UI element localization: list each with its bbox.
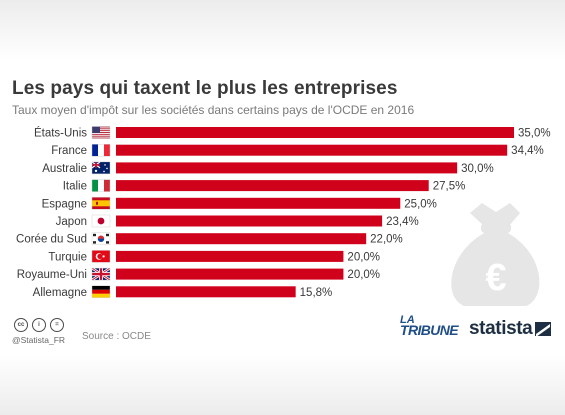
- bar: [116, 268, 344, 280]
- bar-row-9: Allemagne 15,8%: [33, 285, 333, 299]
- bar: [116, 233, 367, 245]
- bar: [116, 215, 383, 227]
- nd-icon: =: [50, 318, 64, 332]
- bar-row-5: Japon 23,4%: [56, 214, 419, 228]
- bar-row-7: Turquie 20,0%: [48, 250, 380, 263]
- bar: [116, 162, 458, 174]
- au-flag-icon: [91, 161, 111, 175]
- gb-flag-icon: [91, 267, 111, 281]
- svg-text:€: €: [485, 257, 506, 299]
- value-label: 20,0%: [347, 269, 380, 281]
- bar: [116, 127, 514, 138]
- bar-row-0: États-Unis 35,0%: [34, 126, 551, 140]
- value-label: 30,0%: [461, 163, 494, 175]
- bar: [116, 180, 429, 192]
- de-flag-icon: [91, 285, 111, 298]
- cc-icon: cc: [14, 318, 28, 332]
- bar: [116, 144, 508, 156]
- category-label: France: [51, 145, 87, 157]
- bar: [116, 250, 344, 262]
- value-label: 34,4%: [511, 145, 544, 157]
- category-label: Italie: [63, 181, 87, 193]
- bar-row-4: Espagne 25,0%: [42, 197, 437, 210]
- category-label: Australie: [42, 163, 87, 175]
- bar: [116, 197, 401, 209]
- by-icon: i: [32, 318, 46, 332]
- category-label: Japon: [56, 216, 87, 228]
- category-label: Allemagne: [33, 287, 87, 299]
- us-flag-icon: [91, 126, 111, 139]
- value-label: 15,8%: [300, 287, 333, 299]
- la-tribune-logo: LA TRIBUNE: [400, 314, 459, 339]
- source-note: Source : OCDE: [82, 331, 151, 342]
- chart-title: Les pays qui taxent le plus les entrepri…: [12, 78, 398, 99]
- statista-handle: @Statista_FR: [12, 335, 66, 345]
- bar-row-8: Royaume-Uni 20,0%: [17, 267, 380, 281]
- bar-row-2: Australie 30,0%: [42, 161, 494, 175]
- bar: [116, 286, 296, 298]
- category-label: Turquie: [48, 251, 87, 263]
- license-badges: cc i =: [14, 318, 64, 332]
- es-flag-icon: [91, 197, 111, 210]
- category-label: Royaume-Uni: [17, 269, 87, 281]
- category-label: Corée du Sud: [16, 234, 87, 246]
- category-label: États-Unis: [34, 127, 87, 140]
- kr-flag-icon: [91, 232, 111, 245]
- value-label: 35,0%: [518, 128, 551, 140]
- tr-flag-icon: [91, 250, 111, 263]
- bar-row-3: Italie 27,5%: [63, 179, 466, 193]
- category-label: Espagne: [42, 198, 87, 210]
- it-flag-icon: [91, 179, 111, 192]
- value-label: 23,4%: [386, 216, 419, 228]
- value-label: 20,0%: [347, 251, 380, 263]
- value-label: 27,5%: [433, 181, 466, 193]
- chart-subtitle: Taux moyen d'impôt sur les sociétés dans…: [12, 103, 415, 117]
- value-label: 25,0%: [404, 198, 437, 210]
- value-label: 22,0%: [370, 234, 403, 246]
- fr-flag-icon: [91, 143, 111, 157]
- jp-flag-icon: [91, 214, 111, 228]
- statista-logo: statista: [469, 318, 533, 339]
- statista-mark-icon: [535, 322, 551, 336]
- bar-row-1: France 34,4%: [51, 143, 544, 157]
- money-bag-icon: €: [451, 203, 540, 306]
- bar-row-6: Corée du Sud 22,0%: [16, 232, 403, 246]
